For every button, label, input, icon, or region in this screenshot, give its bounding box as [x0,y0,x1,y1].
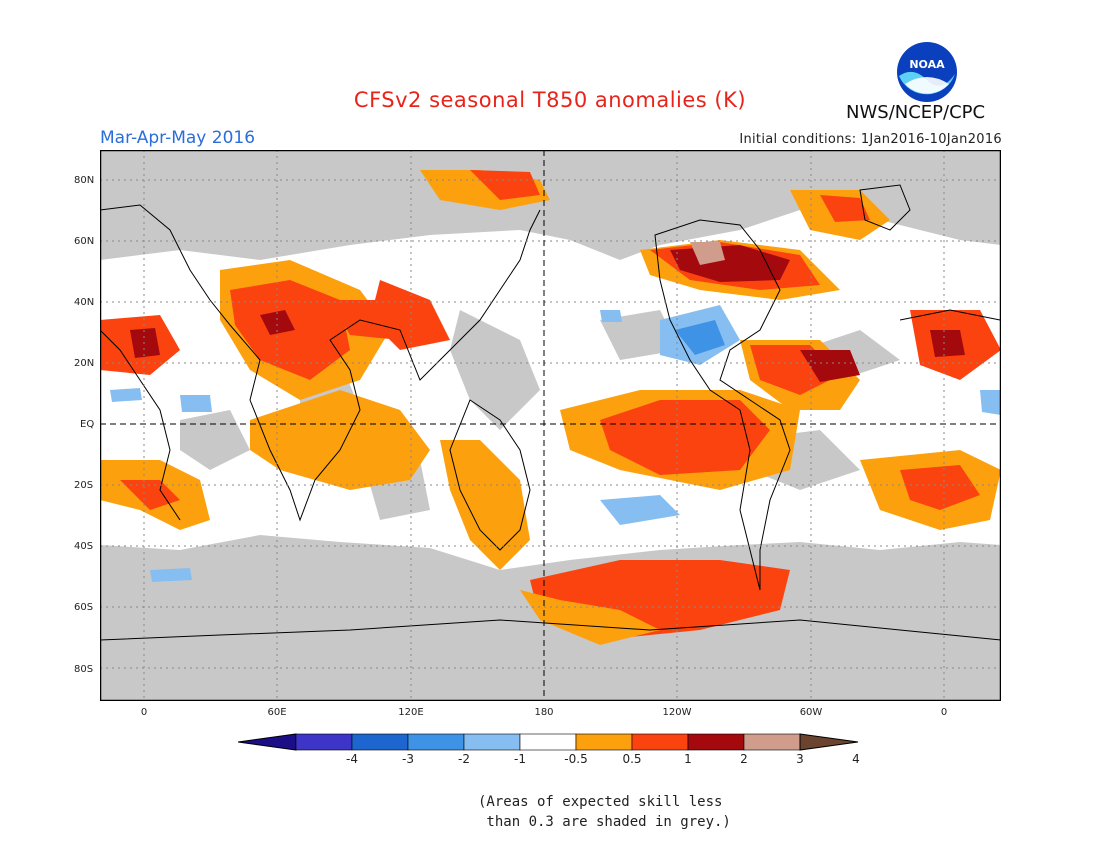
lat-label: 40N [74,297,95,308]
colorbar-segment [237,733,297,751]
colorbar-tick-label: 1 [684,752,692,766]
colorbar-segment [519,733,577,751]
lon-label: 0 [140,707,148,718]
colorbar-tick-label: -1 [514,752,526,766]
warm-anomaly-areas [100,170,1001,645]
colorbar-segment [743,733,801,751]
lon-label: 60E [267,707,287,718]
coastlines [100,184,1001,641]
colorbar-tick-label: 0.5 [622,752,642,766]
colorbar-segment [407,733,465,751]
lat-label: 60S [74,602,94,613]
lat-label: EQ [80,419,95,430]
colorbar-segment [631,733,689,751]
colorbar-segment [295,733,353,751]
colorbar [237,733,862,755]
lon-label: 60W [799,707,823,718]
colorbar-tick-label: 4 [852,752,860,766]
colorbar-tick-label: 2 [740,752,748,766]
lat-label: 40S [74,541,94,552]
noaa-logo-icon: NOAA [895,40,959,108]
lat-label: 80S [74,664,94,675]
anomaly-map [99,149,1002,702]
colorbar-segment [351,733,409,751]
initial-conditions-label: Initial conditions: 1Jan2016-10Jan2016 [739,132,1002,147]
lat-label: 80N [74,175,95,186]
colorbar-tick-label: -4 [346,752,358,766]
lon-label: 120E [398,707,424,718]
skill-note: (Areas of expected skill less than 0.3 a… [478,794,731,830]
colorbar-segment [799,733,859,751]
colorbar-tick-label: -0.5 [564,752,588,766]
agency-label: NWS/NCEP/CPC [846,102,986,123]
noaa-logo-text: NOAA [909,58,945,71]
colorbar-tick-label: -2 [458,752,470,766]
lon-label: 180 [534,707,554,718]
lat-label: 20S [74,480,94,491]
colorbar-tick-label: 3 [796,752,804,766]
equator-dateline [100,150,1001,701]
map-frame [99,149,1002,702]
cool-anomaly-areas [110,305,1001,582]
colorbar-segment [575,733,633,751]
lat-label: 60N [74,236,95,247]
lon-label: 0 [940,707,948,718]
lat-label: 20N [74,358,95,369]
map-title: CFSv2 seasonal T850 anomalies (K) [353,88,747,112]
season-label: Mar-Apr-May 2016 [100,128,256,148]
colorbar-tick-label: -3 [402,752,414,766]
graticule [100,150,1001,701]
lon-label: 120W [662,707,692,718]
colorbar-segment [687,733,745,751]
colorbar-segment [463,733,521,751]
